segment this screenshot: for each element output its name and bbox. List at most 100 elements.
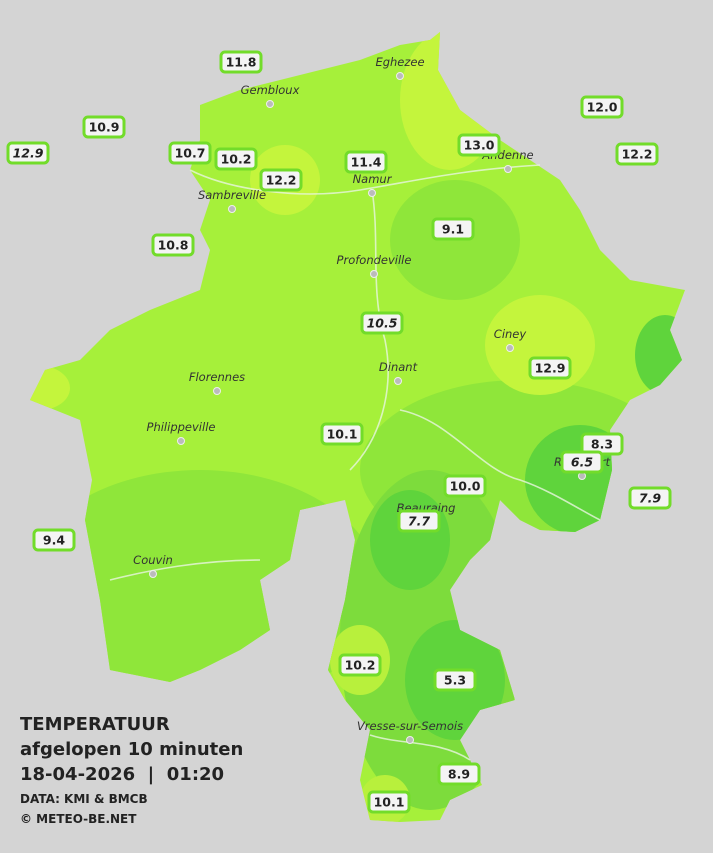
city-dot <box>213 387 221 395</box>
city-dot <box>504 165 512 173</box>
station: 9.4 <box>32 528 76 552</box>
station-value: 12.0 <box>587 100 618 115</box>
station-value: 9.4 <box>43 533 65 548</box>
station: 7.7 <box>397 509 441 533</box>
city-label: Dinant <box>379 360 418 374</box>
city-dot <box>368 189 376 197</box>
station-box <box>437 762 481 786</box>
station-box <box>457 133 501 157</box>
station: 13.0 <box>457 133 501 157</box>
station-value: 12.2 <box>622 147 653 162</box>
station: 8.9 <box>437 762 481 786</box>
station: 10.5 <box>360 311 404 335</box>
station: 11.8 <box>219 50 263 74</box>
station-box <box>338 653 382 677</box>
station-box <box>443 474 487 498</box>
title: TEMPERATUUR <box>20 714 170 735</box>
copyright: © METEO-BE.NET <box>20 812 137 826</box>
station-value: 12.9 <box>535 361 566 376</box>
station-value: 10.5 <box>367 316 398 331</box>
station-value: 10.1 <box>327 427 358 442</box>
city-label: Vresse-sur-Semois <box>357 719 463 733</box>
station-value: 10.8 <box>158 238 189 253</box>
station-value: 13.0 <box>464 138 495 153</box>
city-dot <box>396 72 404 80</box>
station-value: 10.7 <box>175 146 206 161</box>
stations: 11.8 10.9 12.9 10.7 10.2 12.2 11.4 13.0 12.0 12.2… <box>6 50 672 814</box>
city-dot <box>506 344 514 352</box>
city-dot <box>370 270 378 278</box>
station-box <box>259 168 303 192</box>
station-box <box>344 150 388 174</box>
period: afgelopen 10 minuten <box>20 739 243 760</box>
station-box <box>367 790 411 814</box>
station-box <box>320 422 364 446</box>
station-value: 9.1 <box>442 222 464 237</box>
station-value: 8.3 <box>591 437 613 452</box>
station-value: 7.9 <box>639 491 661 506</box>
city-label: Profondeville <box>337 253 412 267</box>
station: 12.9 <box>6 141 50 165</box>
rivers <box>109 164 601 761</box>
station: 12.2 <box>615 142 659 166</box>
station-value: 12.2 <box>266 173 297 188</box>
station-value: 10.9 <box>89 120 120 135</box>
station-box <box>82 115 126 139</box>
station-value: 11.4 <box>351 155 382 170</box>
city-label: Florennes <box>189 370 245 384</box>
station: 11.4 <box>344 150 388 174</box>
station: 10.2 <box>338 653 382 677</box>
city-dot <box>149 570 157 578</box>
city-label: Namur <box>353 172 393 186</box>
station-box <box>628 486 672 510</box>
station-box <box>214 147 258 171</box>
station: 10.1 <box>367 790 411 814</box>
source: DATA: KMI & BMCB <box>20 792 148 806</box>
city-label: Gembloux <box>241 83 300 97</box>
station-value: 10.0 <box>450 479 481 494</box>
city-dot <box>578 472 586 480</box>
station: 10.2 <box>214 147 258 171</box>
station-box <box>151 233 195 257</box>
city-dot <box>177 437 185 445</box>
station-box <box>615 142 659 166</box>
station-box <box>560 450 604 474</box>
station: 10.0 <box>443 474 487 498</box>
station: 10.7 <box>168 141 212 165</box>
station-box <box>6 141 50 165</box>
station-value: 11.8 <box>226 55 257 70</box>
station-value: 10.2 <box>345 658 376 673</box>
station: 5.3 <box>433 668 477 692</box>
station-box <box>431 217 475 241</box>
station-box <box>168 141 212 165</box>
station: 12.2 <box>259 168 303 192</box>
station-value: 10.2 <box>221 152 252 167</box>
station-value: 7.7 <box>408 514 430 529</box>
station-value: 5.3 <box>444 673 466 688</box>
station-box <box>32 528 76 552</box>
station: 12.9 <box>528 356 572 380</box>
city-label: Sambreville <box>198 188 266 202</box>
city-dot <box>394 377 402 385</box>
legend: TEMPERATUUR afgelopen 10 minuten 18-04-2… <box>20 714 243 826</box>
city-dot <box>266 100 274 108</box>
station: 6.5 <box>560 450 604 474</box>
station-value: 10.1 <box>374 795 405 810</box>
station-value: 12.9 <box>13 146 44 161</box>
city-dot <box>228 205 236 213</box>
station-value: 8.9 <box>448 767 470 782</box>
station: 10.8 <box>151 233 195 257</box>
cities: EghezeeGemblouxAndenneNamurSambrevillePr… <box>133 55 611 744</box>
city-label: Couvin <box>133 553 173 567</box>
city-label: Philippeville <box>147 420 216 434</box>
station: 10.1 <box>320 422 364 446</box>
station-box <box>433 668 477 692</box>
station: 12.0 <box>580 95 624 119</box>
station: 10.9 <box>82 115 126 139</box>
station-box <box>219 50 263 74</box>
city-label: Eghezee <box>375 55 424 69</box>
station: 7.9 <box>628 486 672 510</box>
station-box <box>360 311 404 335</box>
station-box <box>580 95 624 119</box>
